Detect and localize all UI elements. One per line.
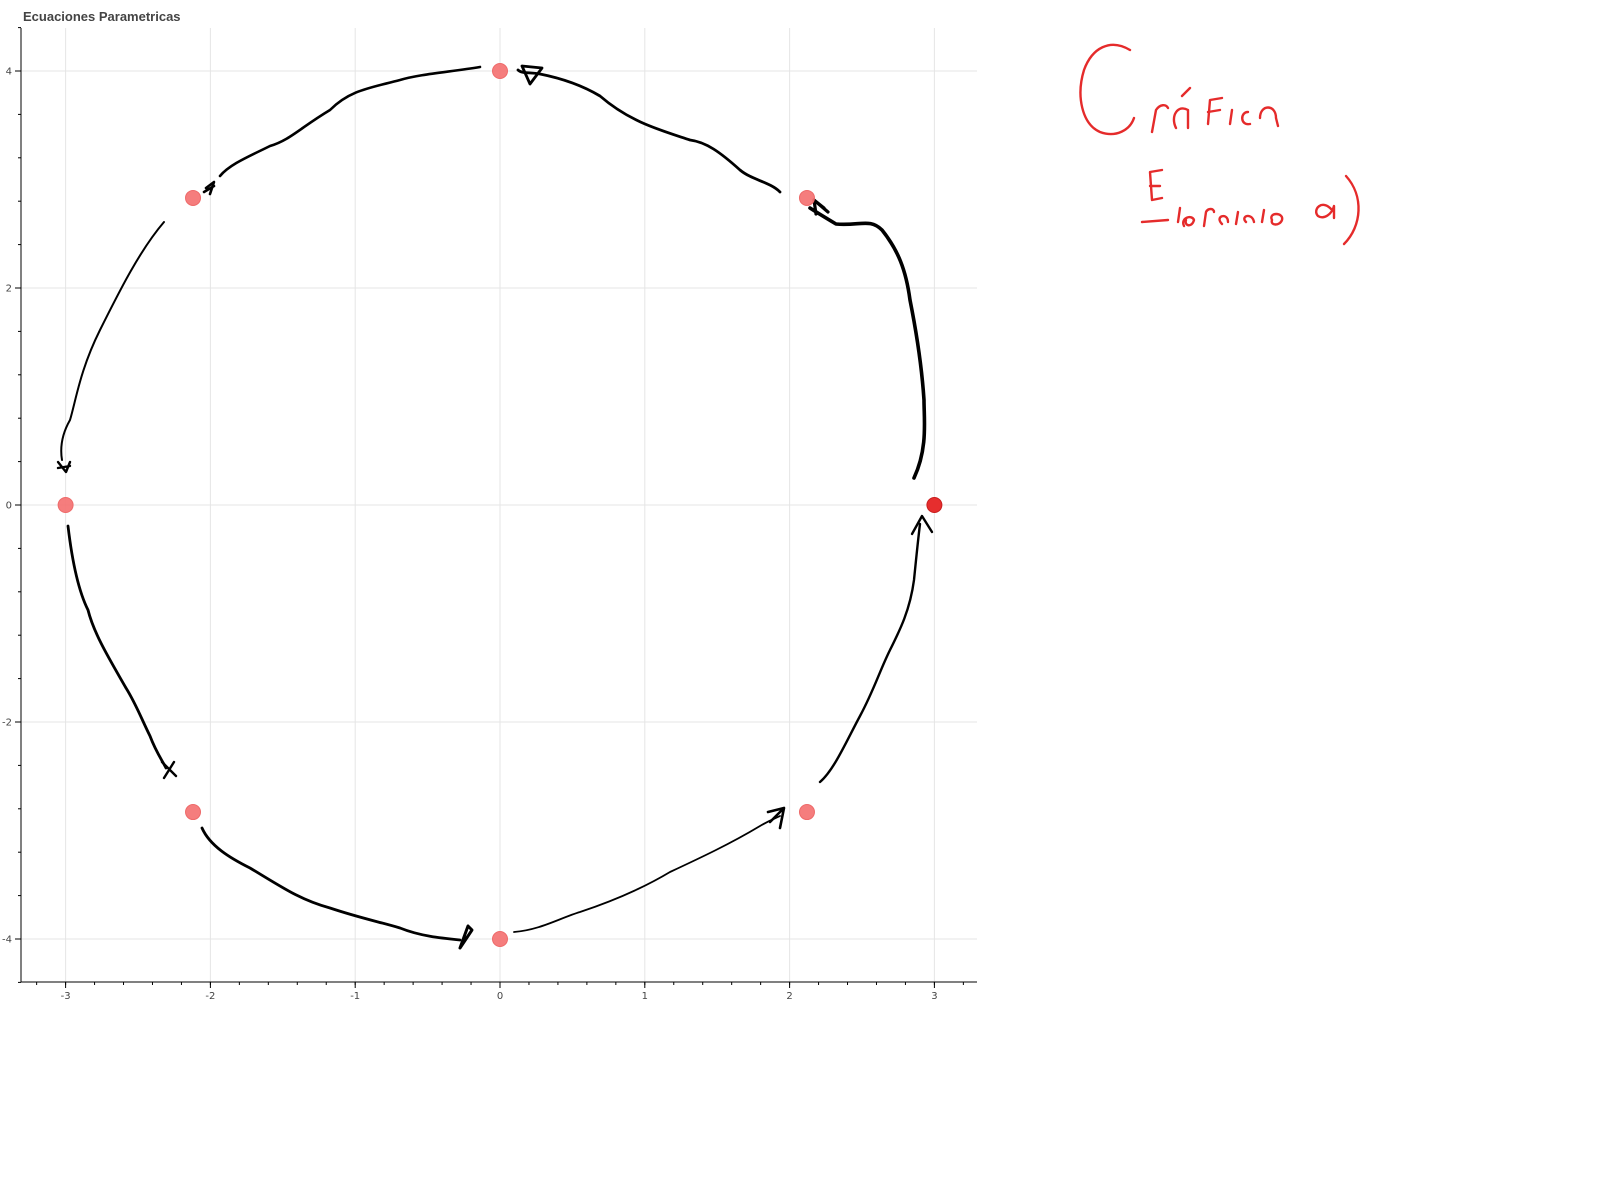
data-point	[926, 497, 943, 513]
data-point	[57, 497, 74, 513]
data-point	[798, 804, 815, 821]
annotation-glyph-a2	[1258, 106, 1280, 128]
annotation-glyph-r	[1150, 104, 1170, 134]
handwritten-annotation	[1079, 43, 1360, 246]
annotation-glyph-f	[1206, 96, 1224, 126]
ink-arc-q4-upper	[818, 522, 922, 784]
ink-arc-q2-lower	[60, 221, 165, 461]
ink-arc-q3-upper	[66, 524, 168, 770]
data-point	[185, 189, 202, 206]
data-point	[492, 931, 508, 947]
x-tick-label: -2	[205, 991, 215, 1002]
axis-layer: -3 -2 -1 0 1 2 3 4 2 0 -2 -4	[2, 27, 977, 1002]
ink-arrowhead-q1-lower	[812, 198, 830, 216]
chart-title: Ecuaciones Parametricas	[23, 9, 181, 24]
grid-layer	[21, 28, 977, 982]
ink-arc-q1-lower	[808, 206, 927, 480]
annotation-glyph-G	[1079, 43, 1136, 136]
x-tick-label: 3	[931, 991, 937, 1002]
y-tick-label: 4	[6, 67, 12, 78]
annotation-glyph-E	[1148, 168, 1164, 202]
ink-arrowhead-q3-lower	[458, 924, 474, 950]
y-tick-label: 0	[6, 501, 12, 512]
annotation-glyph-underscore	[1140, 218, 1170, 224]
ink-arc-q3-lower	[200, 826, 462, 942]
ink-arrowhead-q2-lower	[56, 460, 72, 474]
x-tick-label: 0	[497, 991, 503, 1002]
annotation-glyph-ercicio	[1176, 206, 1284, 228]
y-tick-label: -4	[2, 935, 12, 946]
x-tick-label: 1	[642, 991, 648, 1002]
y-tick-label: -2	[2, 718, 12, 729]
ink-arrowhead-q3-upper	[160, 760, 178, 780]
points-layer	[57, 63, 943, 947]
annotation-glyph-a-accent	[1172, 86, 1192, 130]
data-point	[185, 804, 202, 821]
ink-arrowhead-q4-lower	[766, 806, 786, 830]
ink-arc-q1-upper	[516, 68, 782, 194]
handwritten-arrows	[56, 64, 934, 950]
annotation-glyph-i	[1228, 108, 1234, 126]
annotation-glyph-c	[1241, 110, 1252, 126]
annotation-glyph-a-paren	[1315, 174, 1360, 246]
ink-arc-q2-upper	[218, 65, 482, 178]
x-tick-label: -1	[350, 991, 360, 1002]
ink-arrowhead-q2-upper	[202, 180, 216, 196]
ink-arrowhead-q1-upper	[520, 64, 544, 86]
data-point	[492, 63, 508, 79]
y-tick-label: 2	[6, 284, 12, 295]
data-point	[798, 189, 815, 206]
ink-arrowhead-q4-upper	[910, 514, 934, 536]
x-tick-label: 2	[786, 991, 792, 1002]
ink-arc-q4-lower	[513, 815, 781, 933]
x-tick-label: -3	[61, 991, 71, 1002]
